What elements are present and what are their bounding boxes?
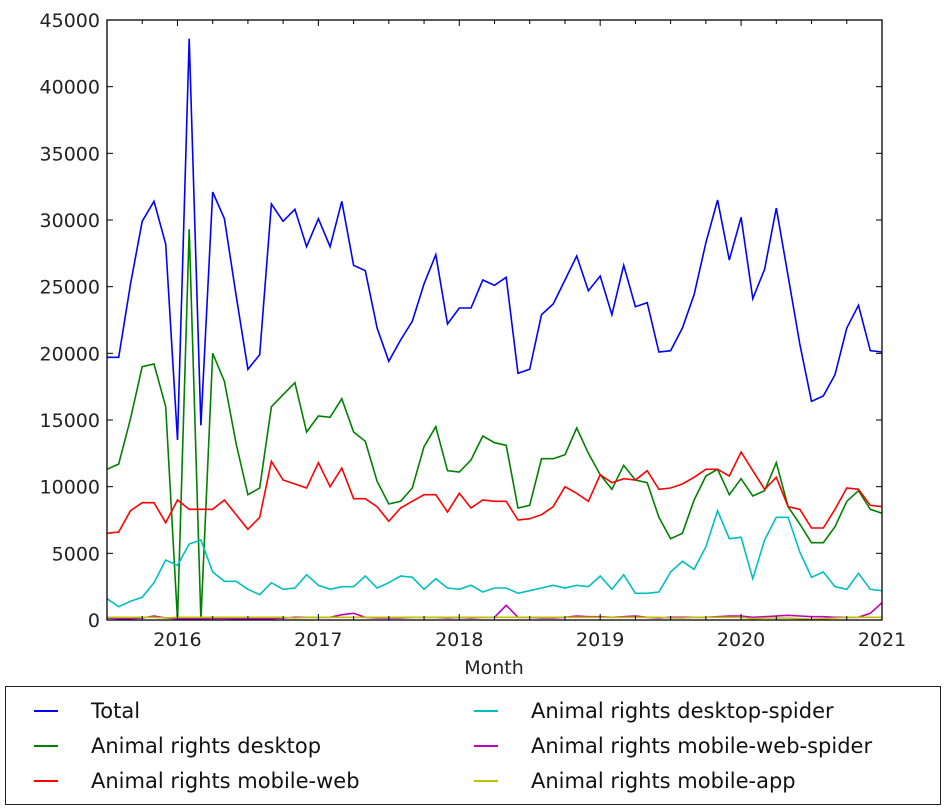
x-tick-label: 2018 (435, 629, 483, 651)
y-tick-label: 15000 (40, 410, 100, 432)
y-tick-label: 40000 (40, 77, 100, 99)
legend: Total Animal rights desktop Animal rights … (5, 686, 941, 805)
legend-label: Animal rights mobile-app (531, 769, 796, 793)
legend-item: Animal rights mobile-app (464, 764, 796, 798)
line-chart: 0 5000 10000 15000 20000 25000 30000 35000 40000… (40, 10, 907, 679)
series-line-2 (106, 229, 883, 621)
legend-item: Animal rights desktop (24, 729, 321, 763)
series-line-3 (106, 450, 883, 535)
legend-label: Animal rights mobile-web-spider (531, 734, 873, 758)
y-tick-label: 25000 (40, 277, 100, 299)
legend-item: Animal rights mobile-web-spider (464, 729, 872, 763)
legend-item: Animal rights desktop-spider (464, 694, 834, 728)
legend-swatch (474, 710, 498, 712)
legend-label: Total (91, 699, 141, 723)
legend-item: Total (24, 694, 140, 728)
legend-label: Animal rights desktop (91, 734, 322, 758)
x-tick-label: 2021 (858, 629, 906, 651)
legend-label: Animal rights mobile-web (91, 769, 360, 793)
legend-swatch (34, 710, 58, 712)
legend-swatch (34, 745, 58, 747)
x-tick-label: 2016 (153, 629, 201, 651)
y-tick-label: 35000 (40, 143, 100, 165)
y-tick-label: 20000 (40, 343, 100, 365)
legend-swatch (34, 780, 58, 782)
y-tick-label: 5000 (52, 543, 100, 565)
x-tick-label: 2017 (294, 629, 342, 651)
x-axis-label: Month (464, 657, 524, 679)
plot-area (107, 20, 882, 620)
legend-item: Animal rights mobile-web (24, 764, 360, 798)
legend-swatch (474, 780, 498, 782)
axes-layer: 0 5000 10000 15000 20000 25000 30000 35000 40000… (40, 10, 907, 651)
y-tick-label: 30000 (40, 210, 100, 232)
x-tick-label: 2019 (576, 629, 624, 651)
x-tick-label: 2020 (717, 629, 765, 651)
series-line-4 (106, 508, 883, 608)
y-tick-label: 45000 (40, 10, 100, 32)
legend-label: Animal rights desktop-spider (531, 699, 834, 723)
y-tick-label: 0 (88, 610, 100, 632)
legend-swatch (474, 745, 498, 747)
plot-background (107, 20, 882, 620)
y-tick-label: 10000 (40, 477, 100, 499)
series-line-1 (107, 38, 883, 441)
